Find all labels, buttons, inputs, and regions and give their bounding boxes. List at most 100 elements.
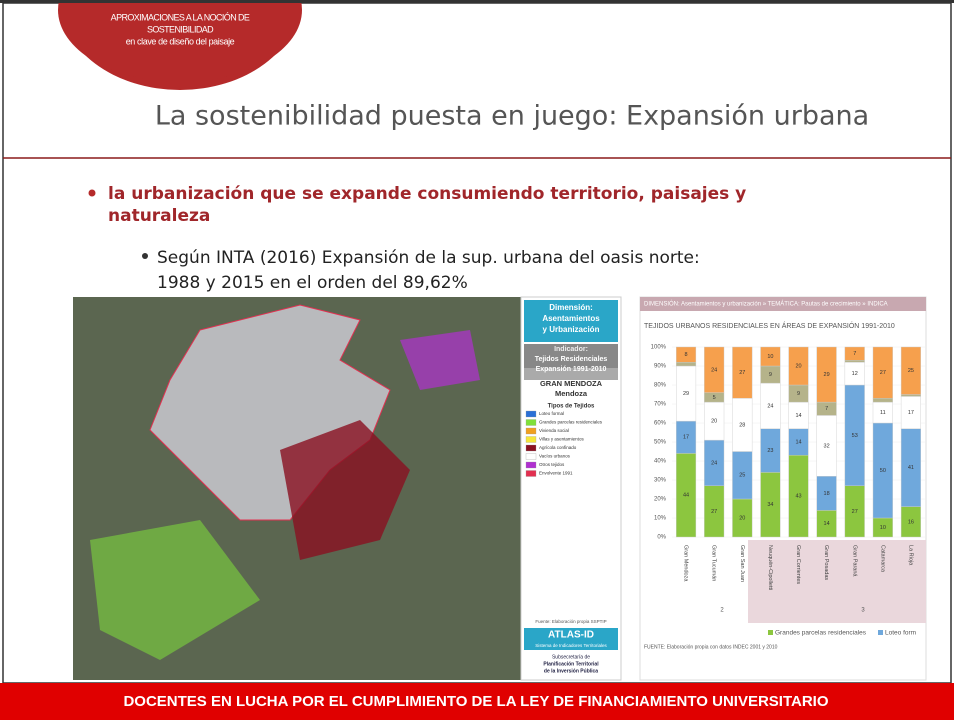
x-tick-label: Gran Tucumán — [711, 545, 717, 581]
data-label: 14 — [795, 413, 801, 419]
data-label: 9 — [769, 372, 772, 378]
data-label: 16 — [908, 519, 914, 525]
data-label: 27 — [880, 370, 886, 376]
data-label: 12 — [852, 371, 858, 377]
data-label: 25 — [908, 368, 914, 374]
bar-segment — [676, 362, 696, 366]
bullet-line: naturaleza — [108, 206, 210, 226]
legend-swatch — [526, 471, 536, 477]
badge-text: APROXIMACIONES A LA NOCIÓN DE — [111, 12, 250, 22]
y-tick-label: 90% — [654, 364, 667, 370]
data-label: 17 — [683, 435, 689, 441]
y-tick-label: 40% — [654, 459, 667, 465]
y-tick-label: 70% — [654, 402, 667, 408]
data-label: 27 — [852, 509, 858, 515]
legend-label: Villas y asentamientos — [539, 437, 584, 442]
data-label: 28 — [739, 422, 745, 428]
map-legend-text: y Urbanización — [543, 325, 600, 334]
data-label: 43 — [795, 494, 801, 500]
map-legend-text: Subsecretaría de — [552, 654, 590, 660]
legend-swatch — [768, 630, 773, 635]
sub-bullet: 1988 y 2015 en el orden del 89,62% — [157, 273, 468, 293]
data-label: 24 — [767, 403, 773, 409]
y-tick-label: 100% — [651, 345, 667, 351]
y-tick-label: 30% — [654, 478, 667, 484]
data-label: 41 — [908, 465, 914, 471]
legend-label: Loteo form — [885, 630, 916, 637]
group-band — [748, 540, 926, 623]
legend-swatch — [526, 445, 536, 451]
data-label: 14 — [795, 439, 801, 445]
bar-segment — [873, 398, 893, 402]
map-legend-text: Planificación Territorial — [543, 661, 599, 667]
badge-text: SOSTENIBILIDAD — [147, 24, 214, 34]
chart-breadcrumb: DIMENSIÓN: Asentamientos y urbanización … — [644, 301, 888, 308]
legend-label: Grandes parcelas residenciales — [775, 630, 867, 637]
x-tick-label: Gran Posadas — [823, 545, 829, 580]
legend-swatch — [526, 462, 536, 468]
y-tick-label: 80% — [654, 383, 667, 389]
data-label: 20 — [739, 515, 745, 521]
data-label: 32 — [824, 443, 830, 449]
y-tick-label: 20% — [654, 497, 667, 503]
data-label: 44 — [683, 493, 689, 499]
data-label: 29 — [824, 372, 830, 378]
data-label: 25 — [739, 473, 745, 479]
legend-swatch — [526, 420, 536, 426]
y-tick-label: 50% — [654, 440, 667, 446]
map-legend-text: GRAN MENDOZA — [540, 379, 603, 388]
footer: DOCENTES EN LUCHA POR EL CUMPLIMIENTO DE… — [123, 693, 828, 710]
map-legend-text: Tipos de Tejidos — [548, 404, 595, 410]
data-label: 27 — [739, 370, 745, 376]
x-tick-label: Gran Mendoza — [683, 545, 689, 582]
y-tick-label: 10% — [654, 516, 667, 522]
legend-swatch — [526, 454, 536, 460]
x-tick-label: Neuquén-Cipolletti — [767, 545, 773, 590]
data-label: 34 — [767, 502, 773, 508]
map-legend-text: de la Inversión Pública — [544, 668, 598, 674]
legend-label: Loteo formal — [539, 411, 564, 416]
data-label: 14 — [824, 521, 830, 527]
slide: APROXIMACIONES A LA NOCIÓN DE SOSTENIBIL… — [0, 0, 954, 720]
data-label: 24 — [711, 460, 717, 466]
bullet-line: la urbanización que se expande consumien… — [108, 184, 746, 204]
data-label: 11 — [880, 410, 886, 416]
data-label: 23 — [767, 448, 773, 454]
legend-label: Grandes parcelas residenciales — [539, 420, 603, 425]
data-label: 17 — [908, 410, 914, 416]
bullet — [89, 190, 96, 197]
map-legend-text: Asentamientos — [542, 314, 600, 323]
map-legend-text: Mendoza — [555, 389, 588, 398]
data-label: 5 — [713, 395, 716, 401]
badge-text: en clave de diseño del paisaje — [126, 36, 235, 46]
bar-segment — [845, 360, 865, 362]
chart-title: TEJIDOS URBANOS RESIDENCIALES EN ÁREAS D… — [644, 321, 895, 330]
data-label: 27 — [711, 509, 717, 515]
data-label: 7 — [825, 406, 828, 412]
map-legend-text: ATLAS-ID — [548, 630, 594, 641]
legend-swatch — [878, 630, 883, 635]
legend-swatch — [526, 411, 536, 417]
sub-bullet: Según INTA (2016) Expansión de la sup. u… — [157, 248, 700, 268]
data-label: 7 — [853, 351, 856, 357]
bullet — [142, 253, 148, 259]
slide-title: La sostenibilidad puesta en juego: Expan… — [155, 101, 869, 132]
data-label: 9 — [797, 391, 800, 397]
data-label: 10 — [767, 354, 773, 360]
y-tick-label: 0% — [657, 535, 666, 541]
legend-label: Otros tejidos — [539, 462, 565, 467]
top-border — [0, 0, 954, 3]
data-label: 24 — [711, 367, 717, 373]
legend-label: Vacíos urbanos — [539, 454, 571, 459]
map-legend-text: Fuente: Elaboración propia SSPTIP — [535, 619, 606, 624]
data-label: 53 — [852, 433, 858, 439]
legend-label: Envolvente 1991 — [539, 471, 573, 476]
chart-source: FUENTE: Elaboración propia con datos IND… — [644, 644, 778, 650]
data-label: 20 — [795, 363, 801, 369]
bar-segment — [901, 395, 921, 397]
data-label: 18 — [824, 491, 830, 497]
legend-label: Agrícola confinado — [539, 445, 577, 450]
legend-swatch — [526, 428, 536, 434]
map-legend-text: Indicador: — [554, 346, 588, 353]
x-tick-label: Gran San Juan — [739, 545, 745, 582]
